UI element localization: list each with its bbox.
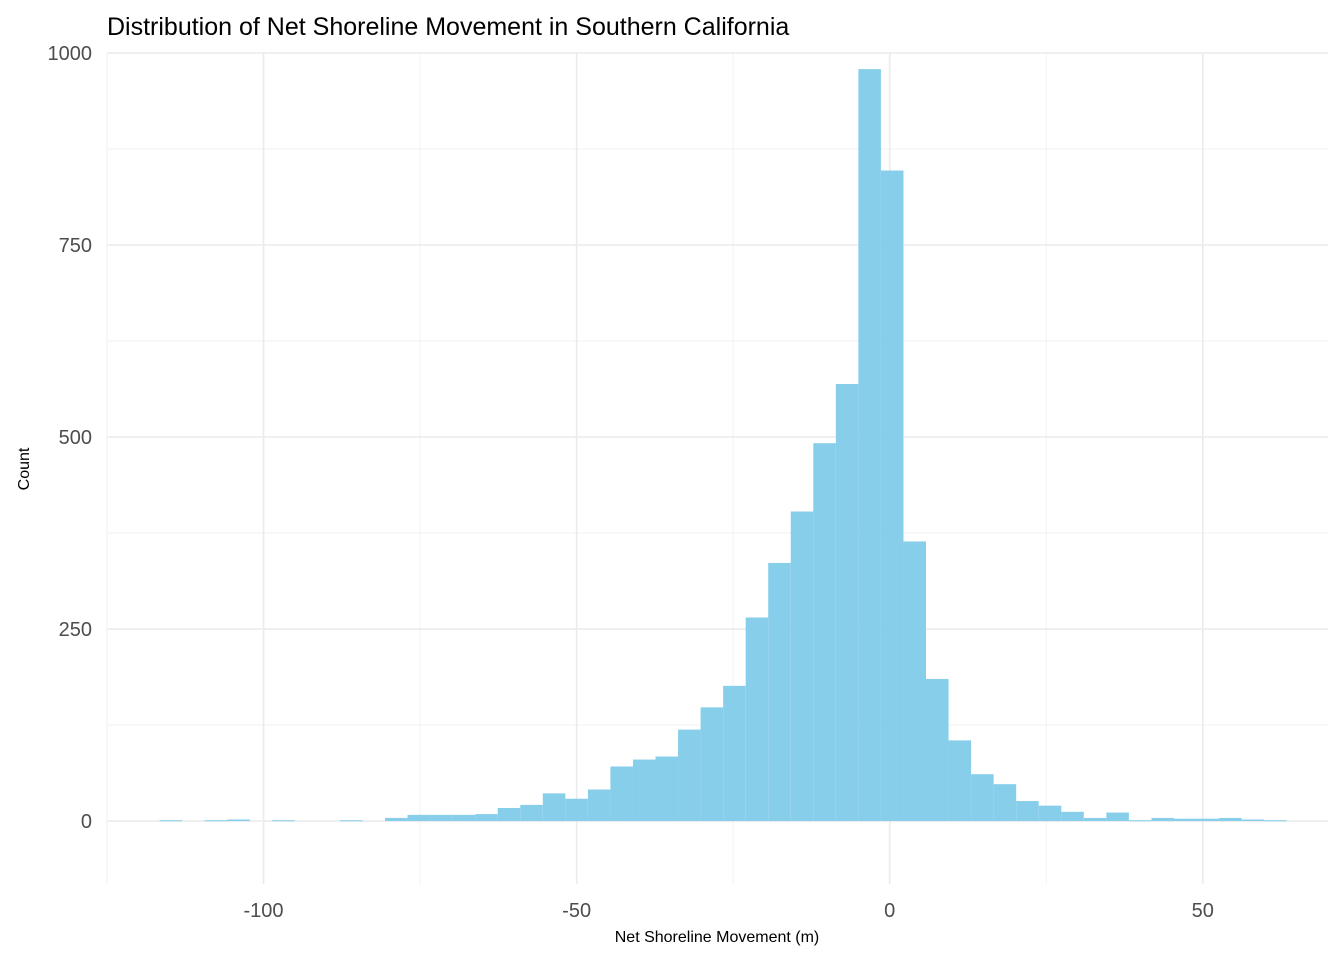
histogram-bar	[723, 685, 746, 822]
histogram-bar	[813, 443, 836, 822]
histogram-bar	[587, 789, 611, 822]
histogram-bar	[565, 798, 588, 822]
histogram-bar	[1016, 801, 1039, 822]
histogram-bar	[1219, 817, 1242, 822]
histogram-bar	[1241, 819, 1265, 822]
histogram-bar	[339, 820, 363, 822]
histogram-bars	[159, 69, 1287, 822]
histogram-bar	[835, 384, 859, 822]
y-axis-label: Count	[16, 447, 33, 490]
chart-title: Distribution of Net Shoreline Movement i…	[107, 13, 789, 41]
histogram-bar	[1173, 818, 1197, 822]
histogram-bar	[700, 707, 724, 822]
y-tick-label: 750	[59, 235, 92, 257]
x-axis-label: Net Shoreline Movement (m)	[615, 929, 820, 946]
histogram-bar	[1128, 820, 1152, 822]
y-tick-label: 0	[81, 811, 92, 833]
histogram-bar	[1264, 820, 1287, 822]
histogram-bar	[858, 69, 881, 822]
x-axis-ticks: -100 -50 0 50	[244, 900, 1214, 922]
histogram-bar	[790, 511, 814, 822]
histogram-bar	[745, 617, 769, 822]
histogram-bar	[1038, 805, 1062, 822]
histogram-bar	[475, 814, 498, 822]
histogram-bar	[497, 807, 521, 822]
histogram-bar	[903, 541, 927, 822]
histogram-bar	[948, 740, 972, 822]
x-tick-label: -100	[244, 900, 284, 922]
y-axis-ticks: 0 250 500 750 1000	[48, 43, 93, 833]
histogram-bar	[768, 562, 791, 822]
x-tick-label: 50	[1192, 900, 1214, 922]
histogram-bar	[993, 784, 1017, 822]
histogram-bar	[971, 774, 994, 822]
x-tick-label: 0	[884, 900, 895, 922]
histogram-bar	[159, 820, 183, 822]
histogram-bar	[542, 793, 566, 822]
histogram-bar	[1083, 817, 1107, 822]
histogram-bar	[632, 759, 656, 822]
histogram-bar	[520, 804, 543, 822]
histogram-bar	[385, 817, 408, 822]
y-tick-label: 1000	[48, 43, 93, 65]
y-tick-label: 500	[59, 427, 92, 449]
histogram-bar	[1106, 812, 1129, 822]
histogram-bar	[204, 820, 228, 822]
histogram-bar	[227, 819, 250, 822]
histogram-bar	[880, 170, 904, 822]
histogram-bar	[272, 820, 295, 822]
histogram-bar	[452, 814, 476, 822]
histogram-bar	[430, 814, 453, 822]
histogram-bar	[407, 814, 431, 822]
histogram-bar	[1196, 818, 1220, 822]
histogram-bar	[1151, 817, 1174, 822]
histogram-bar	[655, 756, 679, 822]
histogram-bar	[1061, 811, 1084, 822]
grid-lines	[106, 52, 1328, 884]
y-tick-label: 250	[59, 619, 92, 641]
histogram-bar	[926, 678, 949, 822]
x-tick-label: -50	[562, 900, 591, 922]
histogram-bar	[678, 729, 701, 822]
histogram-bar	[610, 766, 633, 822]
